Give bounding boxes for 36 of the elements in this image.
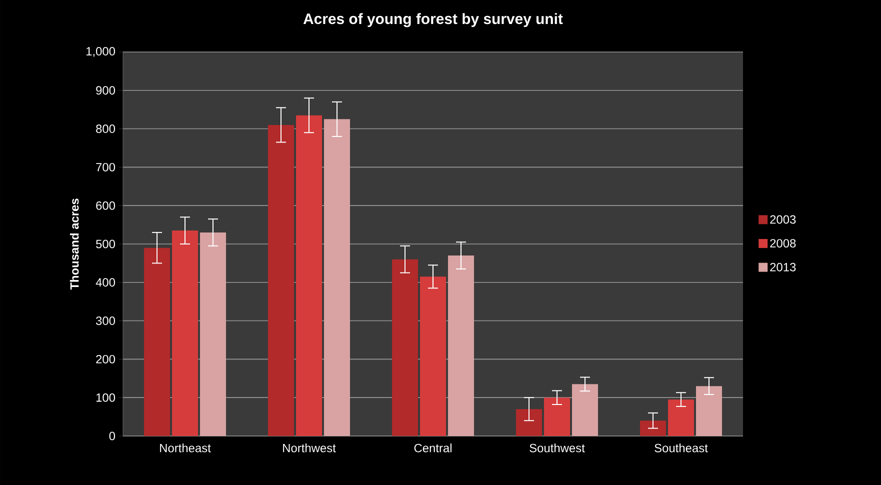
y-tick-label: 700 xyxy=(96,162,116,172)
y-tick-label: 600 xyxy=(96,201,116,210)
bar xyxy=(144,248,170,436)
y-axis-title: Thousand acres xyxy=(70,198,79,290)
bar xyxy=(448,256,474,436)
bar xyxy=(572,384,598,436)
bar xyxy=(544,398,570,436)
y-tick-label: 100 xyxy=(96,393,116,402)
y-tick-label: 1,000 xyxy=(86,47,116,57)
y-tick-label: 300 xyxy=(96,316,116,326)
x-tick-label: Central xyxy=(414,444,452,452)
bar xyxy=(268,124,294,436)
y-tick-label: 800 xyxy=(96,124,116,134)
bar xyxy=(668,400,694,436)
bar xyxy=(200,232,226,436)
bar xyxy=(392,259,418,436)
x-tick-label: Northwest xyxy=(283,444,336,452)
legend-label: 2008 xyxy=(770,239,796,248)
x-tick-label: Northeast xyxy=(160,444,211,452)
x-tick-label: Southwest xyxy=(530,444,585,452)
y-tick-label: 900 xyxy=(96,86,116,95)
x-tick-label: Southeast xyxy=(654,444,708,452)
bar xyxy=(420,276,446,436)
legend-label: 2013 xyxy=(770,262,796,272)
y-tick-label: 0 xyxy=(109,432,116,440)
bar xyxy=(516,409,542,436)
bar xyxy=(696,386,722,436)
bar xyxy=(324,119,350,436)
chart-title: Acres of young forest by survey unit xyxy=(303,13,563,28)
y-tick-label: 400 xyxy=(96,278,116,287)
y-tick-label: 200 xyxy=(96,354,116,364)
y-tick-label: 500 xyxy=(96,240,116,248)
bar xyxy=(296,115,322,436)
bar xyxy=(172,230,198,436)
bar xyxy=(640,420,666,436)
legend-label: 2003 xyxy=(770,215,796,224)
